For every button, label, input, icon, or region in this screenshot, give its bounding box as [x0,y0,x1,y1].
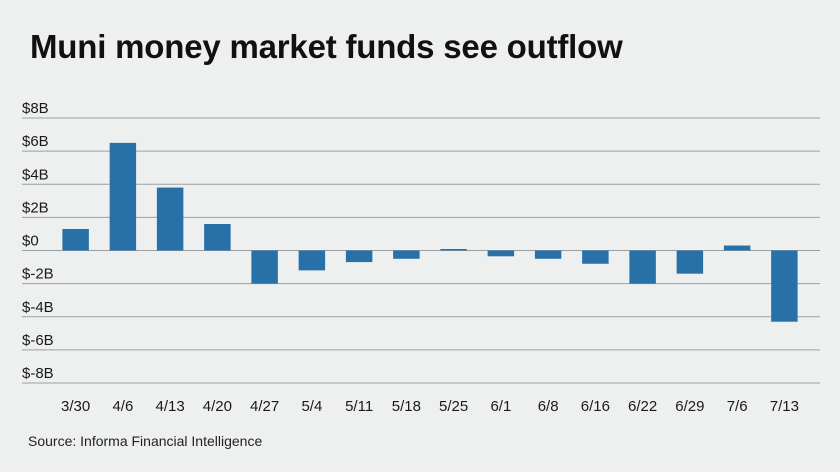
x-tick-label: 6/29 [675,398,704,415]
bar-6-1 [487,250,515,257]
x-tick-label: 3/30 [61,398,90,415]
source-note: Source: Informa Financial Intelligence [28,433,263,449]
bar-6-16 [582,250,609,264]
x-tick-label: 5/18 [392,398,421,415]
y-tick-label: $8B [22,100,49,117]
bar-5-4 [298,250,326,271]
x-tick-label: 7/13 [770,398,799,415]
x-tick-label: 6/8 [538,398,559,415]
bar-5-18 [393,250,420,259]
gridlines [22,117,820,384]
bar-6-8 [534,250,562,259]
x-tick-label: 6/1 [490,398,511,415]
bar-6-22 [629,250,656,284]
y-tick-label: $0 [22,233,39,250]
x-tick-label: 7/6 [727,398,748,415]
x-tick-label: 6/22 [628,398,657,415]
bar-4-13 [156,187,184,251]
x-tick-label: 5/25 [439,398,468,415]
bar-7-6 [723,245,751,251]
bar-5-11 [345,250,373,263]
x-tick-label: 4/27 [250,398,279,415]
x-tick-label: 4/13 [156,398,185,415]
bars [62,142,798,322]
y-tick-label: $-8B [22,365,54,382]
y-tick-label: $2B [22,199,49,216]
bar-6-29 [676,250,704,274]
chart-title: Muni money market funds see outflow [30,28,623,65]
x-axis-tick-labels: 3/30 4/6 4/13 4/20 4/27 5/4 5/11 5/18 5/25 6/1 6/8… [61,398,799,415]
bar-4-6 [109,142,137,251]
x-tick-label: 4/20 [203,398,232,415]
y-tick-label: $-4B [22,299,54,316]
y-tick-label: $-2B [22,266,54,283]
x-tick-label: 4/6 [112,398,133,415]
y-tick-label: $-6B [22,332,54,349]
bar-7-13 [771,250,798,322]
bar-3-30 [62,228,89,251]
bar-4-20 [204,224,231,251]
y-tick-label: $4B [22,166,49,183]
x-tick-label: 5/4 [301,398,322,415]
bar-5-25 [440,249,467,251]
x-tick-label: 5/11 [345,398,373,415]
y-axis-tick-labels: $8B $6B $4B $2B $0 $-2B $-4B $-6B $-8B [22,100,54,382]
x-tick-label: 6/16 [581,398,610,415]
bar-4-27 [251,250,278,284]
y-tick-label: $6B [22,133,49,150]
